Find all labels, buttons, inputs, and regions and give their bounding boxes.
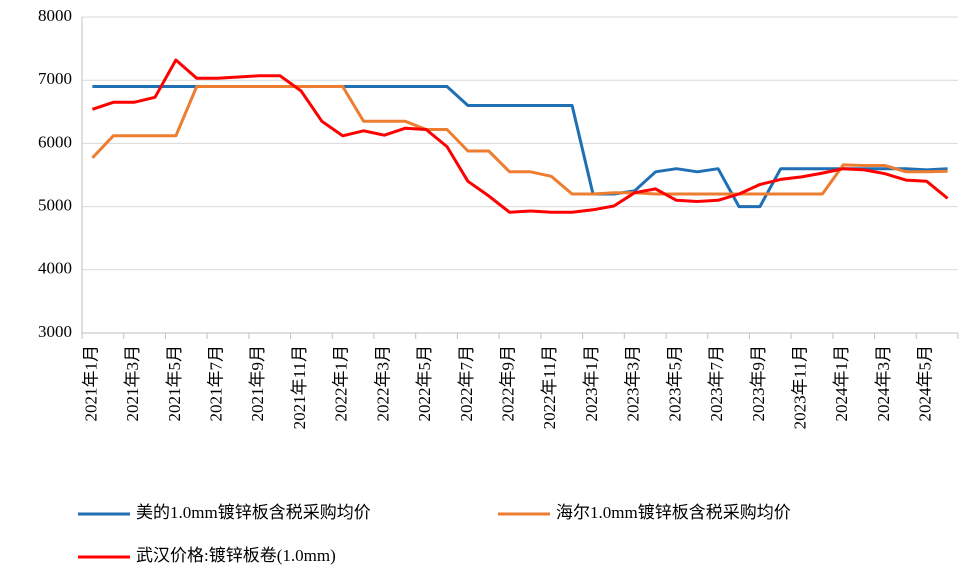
- x-tick-label: 2024年3月: [874, 345, 893, 422]
- y-tick-label: 7000: [38, 69, 72, 88]
- series-line: [92, 85, 948, 209]
- y-tick-label: 3000: [38, 322, 72, 341]
- x-tick-label: 2022年3月: [373, 345, 392, 422]
- x-tick-label: 2021年11月: [290, 345, 309, 429]
- y-tick-label: 5000: [38, 196, 72, 215]
- y-tick-label: 8000: [38, 6, 72, 25]
- x-tick-label: 2022年1月: [332, 345, 351, 422]
- legend-label: 海尔1.0mm镀锌板含税采购均价: [556, 503, 791, 522]
- y-tick-label: 6000: [38, 132, 72, 151]
- x-tick-label: 2023年11月: [790, 345, 809, 429]
- x-tick-label: 2022年5月: [415, 345, 434, 422]
- x-tick-label: 2024年5月: [916, 345, 935, 422]
- x-tick-label: 2023年5月: [665, 345, 684, 422]
- series-line: [91, 58, 949, 214]
- x-tick-label: 2021年1月: [81, 345, 100, 422]
- x-tick-label: 2023年9月: [749, 345, 768, 422]
- x-tick-label: 2021年9月: [248, 345, 267, 422]
- x-tick-label: 2021年5月: [165, 345, 184, 422]
- x-tick-label: 2022年9月: [498, 345, 517, 422]
- x-tick-label: 2021年3月: [123, 345, 142, 422]
- x-tick-label: 2021年7月: [206, 345, 225, 422]
- x-tick-label: 2022年11月: [540, 345, 559, 429]
- x-tick-label: 2023年3月: [624, 345, 643, 422]
- x-tick-label: 2024年1月: [832, 345, 851, 422]
- legend-label: 美的1.0mm镀锌板含税采购均价: [136, 503, 371, 522]
- x-tick-label: 2022年7月: [457, 345, 476, 422]
- legend-label: 武汉价格:镀锌板卷(1.0mm): [136, 546, 336, 565]
- y-tick-label: 4000: [38, 259, 72, 278]
- x-tick-label: 2023年7月: [707, 345, 726, 422]
- series-line: [91, 85, 948, 196]
- x-tick-label: 2023年1月: [582, 345, 601, 422]
